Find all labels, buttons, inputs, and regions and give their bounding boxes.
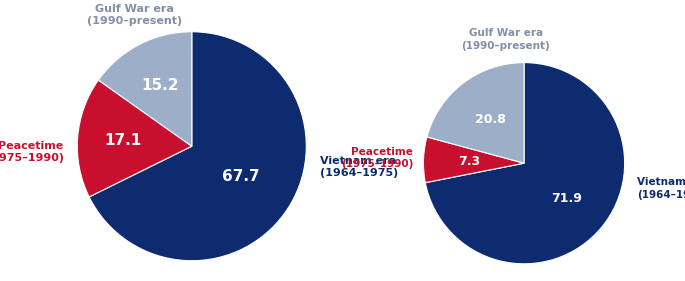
Text: Peacetime
(1975–1990): Peacetime (1975–1990) [0, 141, 64, 163]
Wedge shape [425, 63, 625, 264]
Text: Peacetime
(1975–1990): Peacetime (1975–1990) [341, 147, 413, 169]
Wedge shape [89, 32, 306, 261]
Wedge shape [427, 63, 524, 163]
Text: 20.8: 20.8 [475, 113, 506, 126]
Wedge shape [77, 80, 192, 197]
Text: Vietnam era
(1964–1975): Vietnam era (1964–1975) [320, 156, 398, 178]
Text: Gulf War era
(1990–present): Gulf War era (1990–present) [87, 4, 182, 26]
Wedge shape [423, 137, 524, 183]
Text: 67.7: 67.7 [222, 169, 259, 184]
Text: Vietnam era
(1964–1975): Vietnam era (1964–1975) [636, 177, 685, 200]
Text: Gulf War era
(1990–present): Gulf War era (1990–present) [462, 28, 550, 51]
Text: 15.2: 15.2 [142, 78, 179, 93]
Text: 7.3: 7.3 [458, 155, 480, 168]
Text: 71.9: 71.9 [551, 192, 582, 205]
Text: 17.1: 17.1 [105, 133, 142, 148]
Wedge shape [99, 32, 192, 146]
